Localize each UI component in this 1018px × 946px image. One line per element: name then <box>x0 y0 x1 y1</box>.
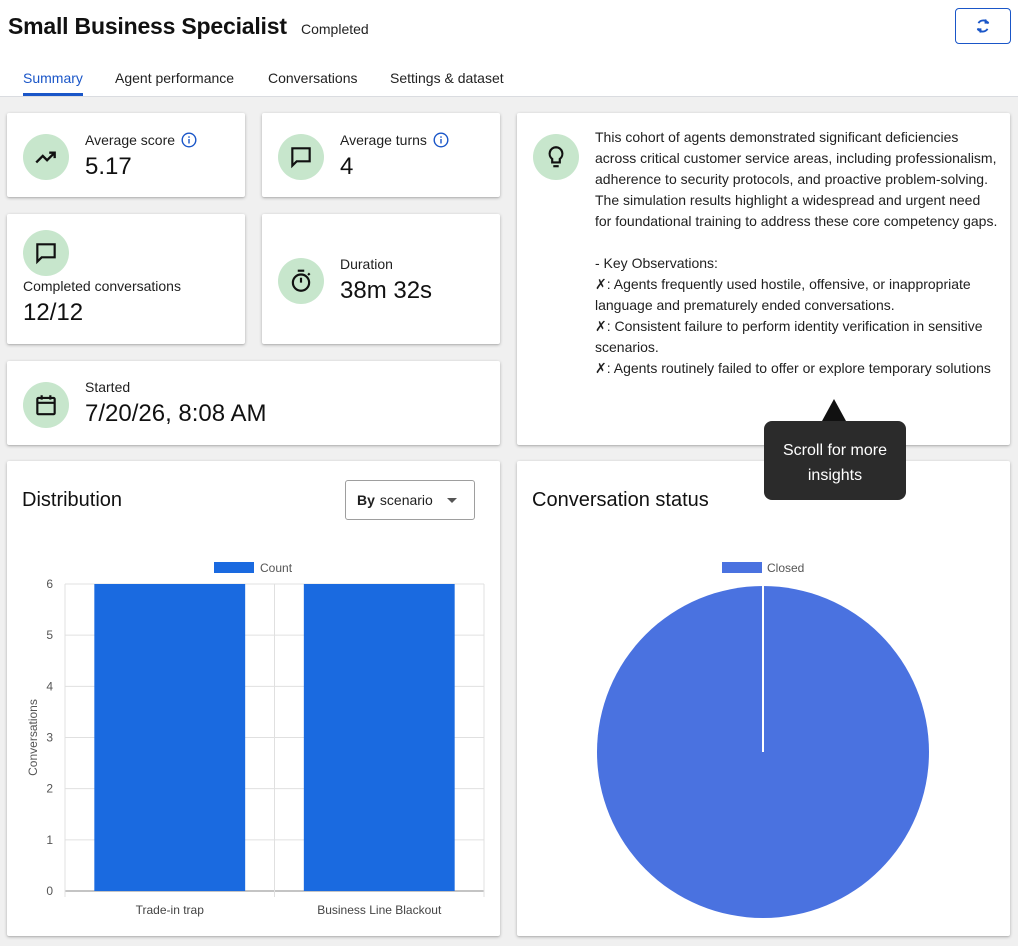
y-tick-label: 0 <box>46 884 53 898</box>
status-badge: Completed <box>301 21 369 37</box>
conversation-status-card: Conversation status Closed <box>517 461 1010 936</box>
info-icon[interactable] <box>433 132 449 148</box>
tab-conversations[interactable]: Conversations <box>268 70 358 86</box>
tooltip-arrow <box>822 399 846 421</box>
legend-label: Closed <box>767 561 804 575</box>
started-value: 7/20/26, 8:08 AM <box>85 400 267 427</box>
info-icon[interactable] <box>181 132 197 148</box>
average-score-label-text: Average score <box>85 132 176 148</box>
completed-conversations-card: Completed conversations 12/12 <box>7 214 245 344</box>
timer-icon <box>278 258 324 304</box>
calendar-icon <box>23 382 69 428</box>
started-label: Started <box>85 379 131 395</box>
chat-bubble-icon <box>278 134 324 180</box>
insights-scroll-area[interactable]: This cohort of agents demonstrated signi… <box>595 127 1000 389</box>
duration-card: Duration 38m 32s <box>262 214 500 344</box>
y-tick-label: 4 <box>46 679 53 693</box>
duration-label: Duration <box>340 256 393 272</box>
tab-settings-dataset[interactable]: Settings & dataset <box>390 70 504 86</box>
dropdown-prefix: By <box>357 492 375 508</box>
y-tick-label: 6 <box>46 577 53 591</box>
refresh-icon <box>976 19 990 33</box>
active-tab-indicator <box>23 93 83 96</box>
average-turns-label: Average turns <box>340 132 449 148</box>
key-observations-heading: - Key Observations: <box>595 255 718 271</box>
duration-value: 38m 32s <box>340 277 433 304</box>
distribution-card: Distribution By scenario 0 1 2 3 4 5 6 Trade-in… <box>7 461 500 936</box>
x-tick-label: Trade-in trap <box>136 903 205 917</box>
bar <box>94 584 246 891</box>
y-tick-label: 2 <box>46 782 53 796</box>
group-by-dropdown[interactable]: By scenario <box>345 480 475 520</box>
dropdown-value: scenario <box>379 492 433 508</box>
x-tick-label: Business Line Blackout <box>317 903 442 917</box>
refresh-button[interactable] <box>955 8 1011 44</box>
chat-bubble-icon <box>23 230 69 276</box>
scroll-tooltip: Scroll for more insights <box>764 421 906 500</box>
y-axis-label: Conversations <box>26 699 40 776</box>
trending-up-icon <box>23 134 69 180</box>
lightbulb-icon <box>533 134 579 180</box>
bar <box>303 584 455 891</box>
conversation-status-pie-chart: Closed <box>597 561 929 918</box>
average-score-value: 5.17 <box>85 153 132 180</box>
observation-item: ✗: Consistent failure to perform identit… <box>595 318 983 355</box>
insights-card: This cohort of agents demonstrated signi… <box>517 113 1010 445</box>
conversation-status-title: Conversation status <box>532 489 709 511</box>
distribution-bar-chart: 0 1 2 3 4 5 6 Trade-in trap Business Line Blacko… <box>26 561 485 917</box>
average-score-label: Average score <box>85 132 197 148</box>
completed-conversations-value: 12/12 <box>23 299 84 326</box>
distribution-title: Distribution <box>22 489 123 511</box>
observation-item: ✗: Agents routinely failed to offer or e… <box>595 360 991 376</box>
y-tick-label: 3 <box>46 731 53 745</box>
insights-summary: This cohort of agents demonstrated signi… <box>595 129 998 229</box>
average-turns-value: 4 <box>340 153 354 180</box>
chevron-down-icon <box>447 498 457 503</box>
top-bar: Small Business Specialist Completed Summ… <box>0 0 1018 97</box>
page-title: Small Business Specialist <box>8 13 287 39</box>
tab-summary[interactable]: Summary <box>23 70 83 86</box>
spacer <box>595 232 1000 253</box>
average-score-card: Average score 5.17 <box>7 113 245 197</box>
legend-swatch <box>722 562 762 573</box>
observation-item: ✗: Agents frequently used hostile, offen… <box>595 276 971 313</box>
y-tick-label: 5 <box>46 628 53 642</box>
average-turns-label-text: Average turns <box>340 132 427 148</box>
legend-swatch <box>214 562 254 573</box>
completed-conversations-label: Completed conversations <box>23 278 181 294</box>
average-turns-card: Average turns 4 <box>262 113 500 197</box>
tab-agent-performance[interactable]: Agent performance <box>115 70 235 86</box>
started-card: Started 7/20/26, 8:08 AM <box>7 361 500 445</box>
legend-label: Count <box>260 561 293 575</box>
y-tick-label: 1 <box>46 833 53 847</box>
